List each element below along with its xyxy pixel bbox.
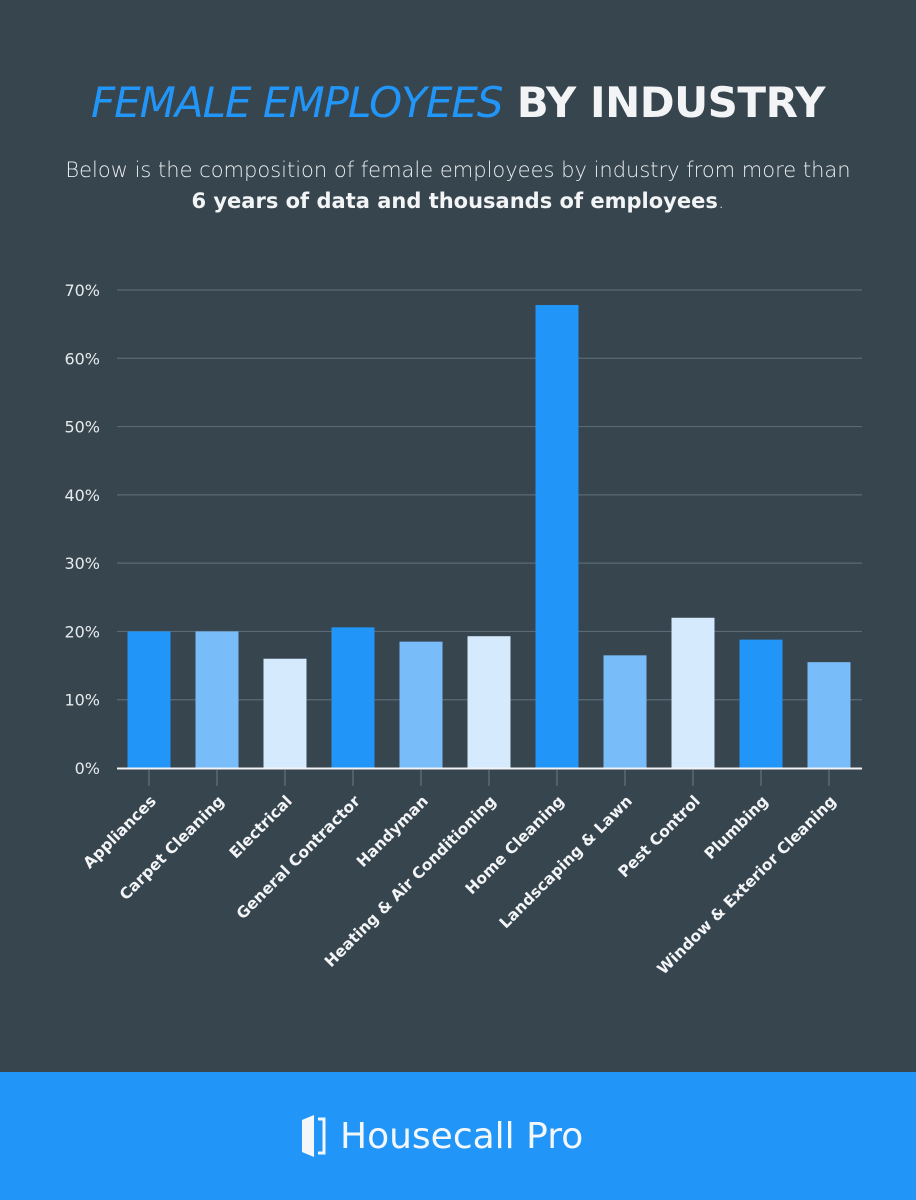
door-icon — [302, 1115, 326, 1157]
bar — [263, 658, 307, 768]
bar — [739, 639, 783, 768]
footer: Housecall Pro — [0, 1072, 916, 1200]
subtitle-end: . — [717, 189, 725, 213]
bar — [603, 655, 647, 768]
bar — [807, 662, 851, 768]
y-tick-label: 30% — [64, 554, 100, 573]
page-title: FEMALE EMPLOYEES BY INDUSTRY — [0, 78, 916, 127]
y-tick-label: 20% — [64, 622, 100, 641]
bar — [127, 631, 171, 768]
x-axis — [117, 767, 862, 786]
subtitle-bold: 6 years of data and thousands of employe… — [191, 189, 718, 213]
y-tick-label: 60% — [64, 349, 100, 368]
bar — [195, 631, 239, 768]
bars — [127, 305, 851, 768]
brand-logo[interactable]: Housecall Pro — [300, 1108, 583, 1164]
title-rest: BY INDUSTRY — [516, 78, 826, 127]
title-accent: FEMALE EMPLOYEES — [90, 78, 504, 127]
x-tick-label: General Contractor — [233, 792, 364, 923]
y-tick-label: 10% — [64, 691, 100, 710]
bar-chart: 0% 10% 20% 30% 40% 50% 60% 70% AppliancesCarpet… — [64, 281, 862, 978]
x-tick-label: Landscaping & Lawn — [496, 792, 636, 932]
subtitle: Below is the composition of female emplo… — [60, 155, 856, 217]
y-axis-ticks: 0% 10% 20% 30% 40% 50% 60% 70% — [64, 281, 100, 778]
x-tick-label: Plumbing — [701, 792, 772, 863]
bar — [467, 636, 511, 768]
bar — [671, 617, 715, 768]
subtitle-plain: Below is the composition of female emplo… — [65, 158, 851, 182]
y-tick-label: 40% — [64, 486, 100, 505]
y-tick-label: 50% — [64, 418, 100, 437]
gridlines — [117, 289, 862, 701]
x-tick-label: Electrical — [226, 792, 296, 862]
y-tick-label: 70% — [64, 281, 100, 300]
brand-name: Housecall Pro — [340, 1115, 584, 1157]
y-tick-label: 0% — [75, 759, 100, 778]
bar — [399, 641, 443, 768]
bar — [331, 627, 375, 768]
bar — [535, 305, 579, 768]
